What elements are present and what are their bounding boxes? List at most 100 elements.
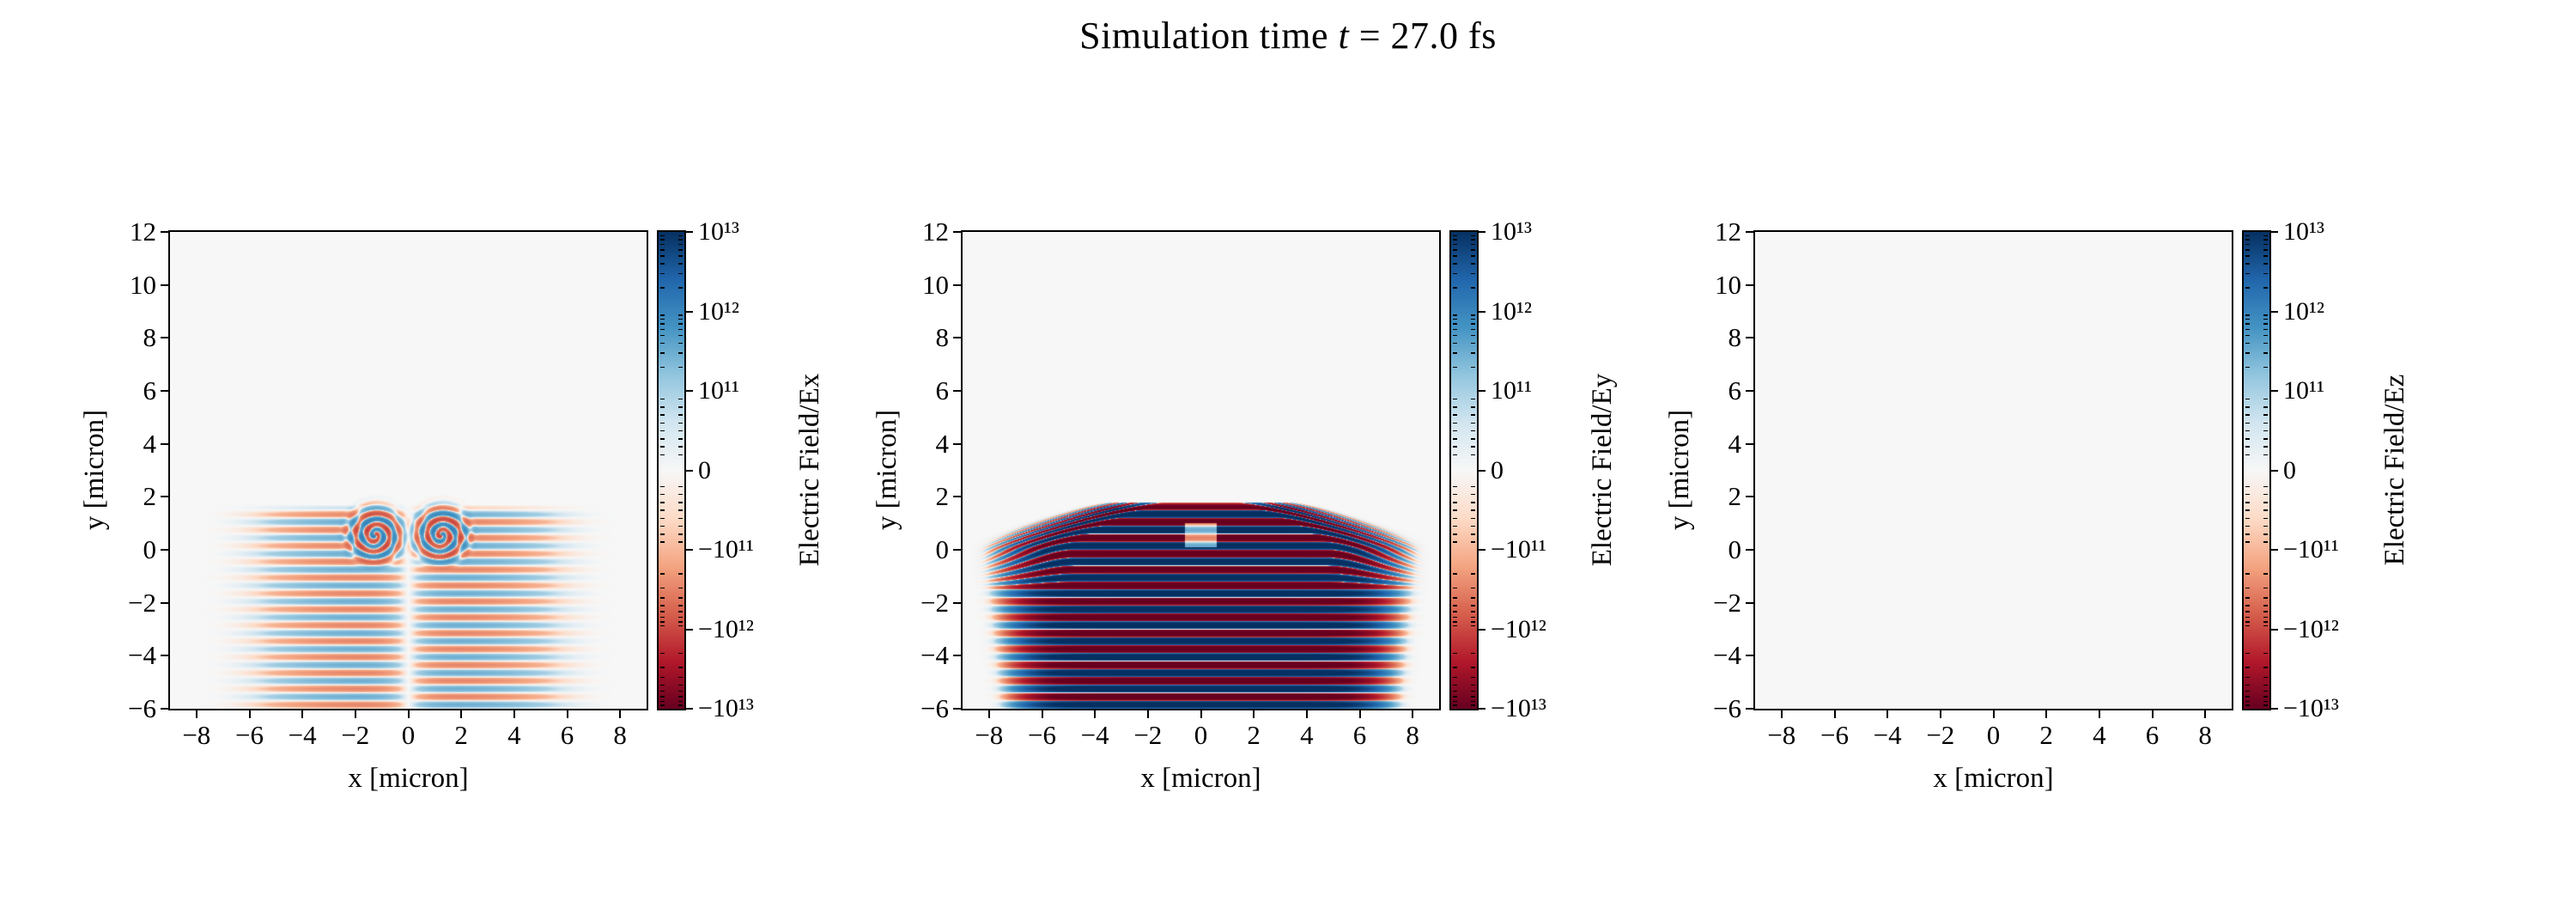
y-tick-label: 2 xyxy=(1728,481,1742,512)
colorbar-tick-label: 10¹¹ xyxy=(698,376,739,405)
colorbar-minor-tick xyxy=(1471,438,1475,440)
colorbar-minor-tick xyxy=(2245,616,2250,619)
colorbar-minor-tick xyxy=(2263,287,2268,289)
ey-plot-area xyxy=(961,230,1441,710)
colorbar-minor-tick xyxy=(1453,454,1457,455)
colorbar-minor-tick xyxy=(678,249,683,251)
colorbar-minor-tick xyxy=(660,398,665,400)
colorbar-minor-tick xyxy=(2263,696,2268,698)
colorbar-minor-tick xyxy=(1453,446,1457,448)
y-tick-label: 4 xyxy=(935,428,950,459)
y-tick-mark xyxy=(953,549,961,551)
colorbar-minor-tick xyxy=(2245,676,2250,679)
colorbar-minor-tick xyxy=(678,334,683,337)
x-tick-mark xyxy=(987,710,990,718)
colorbar-minor-tick xyxy=(660,446,665,448)
colorbar-minor-tick xyxy=(1453,621,1457,623)
colorbar-minor-tick xyxy=(1453,533,1457,535)
colorbar-minor-tick xyxy=(1453,611,1457,613)
panel-ex: y [micron] x [micron] Electric Field/Ex … xyxy=(71,0,861,902)
colorbar-minor-tick xyxy=(2245,533,2250,535)
y-tick-mark xyxy=(161,655,168,657)
colorbar-minor-tick xyxy=(1471,287,1475,289)
colorbar-minor-tick xyxy=(2245,517,2250,519)
y-tick-label: −2 xyxy=(1713,587,1741,618)
ez-colorbar xyxy=(2242,230,2271,710)
colorbar-minor-tick xyxy=(2245,704,2250,706)
colorbar-minor-tick xyxy=(1471,342,1475,344)
y-tick-mark xyxy=(1746,655,1753,657)
colorbar-minor-tick xyxy=(1471,272,1475,275)
ex-colorbar-label: Electric Field/Ex xyxy=(794,373,825,567)
colorbar-minor-tick xyxy=(1471,398,1475,400)
x-tick-mark xyxy=(1780,710,1783,718)
colorbar-minor-tick xyxy=(678,314,683,316)
colorbar-minor-tick xyxy=(1453,239,1457,241)
colorbar-minor-tick xyxy=(660,318,665,320)
colorbar-tick-label: −10¹² xyxy=(2283,614,2339,643)
y-tick-label: 8 xyxy=(935,322,950,353)
y-tick-label: 12 xyxy=(1715,216,1741,247)
colorbar-minor-tick xyxy=(1453,255,1457,257)
y-tick-mark xyxy=(953,655,961,657)
x-axis-label: x [micron] xyxy=(1140,763,1261,794)
colorbar-minor-tick xyxy=(2245,263,2250,265)
colorbar-minor-tick xyxy=(1453,690,1457,692)
x-tick-mark xyxy=(1305,710,1308,718)
y-tick-label: −6 xyxy=(128,693,156,723)
colorbar-tick-label: 10¹³ xyxy=(1491,217,1532,246)
colorbar-minor-tick xyxy=(678,696,683,698)
colorbar-minor-tick xyxy=(1471,525,1475,527)
colorbar-minor-tick xyxy=(2245,509,2250,511)
colorbar-minor-tick xyxy=(1453,342,1457,344)
x-tick-label: −8 xyxy=(182,720,211,750)
colorbar-minor-tick xyxy=(678,700,683,703)
y-tick-mark xyxy=(953,337,961,339)
colorbar-minor-tick xyxy=(1453,676,1457,679)
colorbar-minor-tick xyxy=(660,249,665,251)
colorbar-minor-tick xyxy=(1471,621,1475,623)
colorbar-tick-mark xyxy=(2271,549,2278,551)
colorbar-minor-tick xyxy=(1453,243,1457,246)
colorbar-minor-tick xyxy=(2263,366,2268,369)
y-tick-label: 8 xyxy=(143,322,157,353)
colorbar-minor-tick xyxy=(2263,652,2268,655)
ex-field-canvas xyxy=(170,232,647,709)
x-tick-label: 2 xyxy=(1247,720,1261,750)
y-tick-label: 6 xyxy=(1728,375,1742,405)
colorbar-minor-tick xyxy=(1471,502,1475,503)
colorbar-minor-tick xyxy=(2263,541,2268,543)
colorbar-minor-tick xyxy=(1453,249,1457,251)
colorbar-minor-tick xyxy=(1471,235,1475,237)
colorbar-minor-tick xyxy=(660,597,665,599)
colorbar-minor-tick xyxy=(1471,700,1475,703)
colorbar-minor-tick xyxy=(1453,509,1457,511)
colorbar-minor-tick xyxy=(678,690,683,692)
colorbar-minor-tick xyxy=(1453,684,1457,686)
colorbar-minor-tick xyxy=(2245,318,2250,320)
colorbar-minor-tick xyxy=(678,272,683,275)
colorbar-minor-tick xyxy=(2263,318,2268,320)
x-tick-label: −4 xyxy=(1873,720,1902,750)
x-tick-label: 4 xyxy=(2093,720,2106,750)
y-tick-label: 12 xyxy=(130,216,156,247)
x-tick-label: 6 xyxy=(560,720,574,750)
figure-title-prefix: Simulation time xyxy=(1079,15,1339,57)
colorbar-tick-label: 10¹³ xyxy=(698,217,739,246)
y-tick-mark xyxy=(1746,390,1753,392)
figure-title-suffix: = 27.0 fs xyxy=(1349,15,1497,57)
colorbar-minor-tick xyxy=(1453,485,1457,487)
y-tick-label: 4 xyxy=(1728,428,1742,459)
colorbar-tick-label: 10¹² xyxy=(2283,296,2324,326)
y-tick-label: −4 xyxy=(920,640,949,671)
x-tick-label: −6 xyxy=(235,720,264,750)
x-tick-label: 6 xyxy=(2145,720,2160,750)
x-tick-mark xyxy=(2045,710,2048,718)
colorbar-minor-tick xyxy=(2245,414,2250,416)
colorbar-minor-tick xyxy=(660,263,665,265)
colorbar-tick-label: −10¹² xyxy=(1491,614,1546,643)
x-tick-mark xyxy=(513,710,515,718)
ey-colorbar-label: Electric Field/Ey xyxy=(1587,373,1618,567)
colorbar-tick-mark xyxy=(686,708,693,710)
